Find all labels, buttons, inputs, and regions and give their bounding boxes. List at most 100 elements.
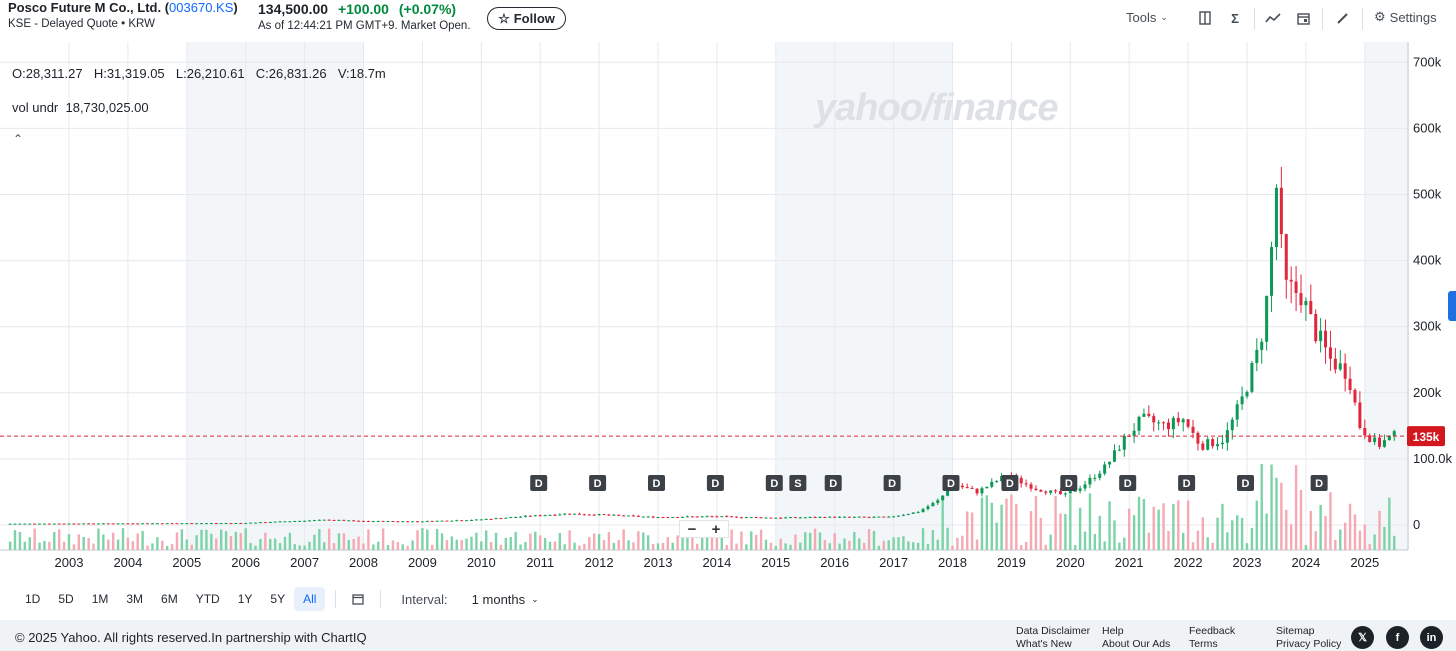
- event-marker: [589, 475, 607, 491]
- volume-bar: [254, 545, 257, 550]
- volume-bar: [1343, 522, 1347, 550]
- volume-bar: [102, 534, 105, 550]
- volume-bar: [1373, 534, 1376, 550]
- volume-bar: [1299, 489, 1303, 550]
- candle-body: [1348, 378, 1352, 390]
- volume-bar: [1265, 513, 1268, 550]
- range-6m-button[interactable]: 6M: [161, 592, 178, 606]
- range-ytd-button[interactable]: YTD: [195, 592, 220, 606]
- range-1d-button[interactable]: 1D: [25, 592, 41, 606]
- candle-body: [460, 520, 464, 522]
- candle-body: [1157, 422, 1161, 424]
- candle-body: [1068, 491, 1072, 494]
- range-all-button[interactable]: All: [294, 587, 326, 611]
- volume-bar: [234, 531, 238, 550]
- help-link[interactable]: Help: [1102, 625, 1124, 637]
- range-1m-button[interactable]: 1M: [91, 592, 109, 606]
- interval-dropdown[interactable]: 1 months ⌄: [472, 592, 539, 607]
- draw-icon[interactable]: [1333, 9, 1351, 27]
- volume-bar: [1128, 508, 1131, 550]
- year-band: [1364, 42, 1409, 550]
- sitemap-link[interactable]: Sitemap: [1276, 625, 1315, 637]
- privacy-policy-link[interactable]: Privacy Policy: [1276, 638, 1342, 650]
- range-5d-button[interactable]: 5D: [58, 592, 74, 606]
- candle-body: [273, 521, 277, 523]
- compare-icon[interactable]: [1196, 9, 1214, 27]
- candle-body: [209, 523, 213, 525]
- facebook-icon[interactable]: f: [1386, 626, 1409, 649]
- settings-button[interactable]: ⚙ Settings: [1374, 9, 1437, 25]
- range-3m-button[interactable]: 3M: [126, 592, 144, 606]
- toolbar-divider: [1254, 8, 1255, 30]
- zoom-in-button[interactable]: +: [711, 520, 721, 538]
- x-tick-label: 2007: [290, 555, 319, 570]
- collapse-panel-icon[interactable]: ⌃: [13, 132, 24, 146]
- candle-body: [587, 514, 591, 516]
- indicator-icon[interactable]: [1264, 9, 1282, 27]
- follow-button[interactable]: ☆ Follow: [487, 7, 566, 30]
- candle-body: [1034, 488, 1038, 491]
- candle-body: [386, 521, 390, 523]
- volume-bar: [1383, 526, 1386, 550]
- data-disclaimer-link[interactable]: Data Disclaimer: [1016, 625, 1091, 637]
- x-icon[interactable]: 𝕏: [1351, 626, 1374, 649]
- range-1y-button[interactable]: 1Y: [237, 592, 253, 606]
- volume-bar: [1010, 494, 1013, 550]
- candle-body: [622, 515, 626, 517]
- candle-body: [1368, 435, 1372, 443]
- candle-body: [219, 523, 223, 525]
- candle-body: [1353, 389, 1357, 403]
- candle-body: [941, 495, 945, 501]
- volume-bar: [411, 540, 414, 550]
- volume-bar: [465, 538, 468, 550]
- volume-bar: [1339, 529, 1342, 550]
- about-ads-link[interactable]: About Our Ads: [1102, 638, 1171, 650]
- x-tick-label: 2017: [879, 555, 908, 570]
- whats-new-link[interactable]: What's New: [1016, 638, 1072, 650]
- volume-bar: [1157, 509, 1160, 550]
- volume-bar: [1245, 543, 1249, 550]
- candle-body: [607, 514, 611, 516]
- candle-body: [465, 520, 469, 522]
- volume-bar: [1240, 517, 1244, 550]
- candle-body: [568, 513, 572, 515]
- candle-body: [362, 520, 365, 522]
- linkedin-icon[interactable]: in: [1420, 626, 1443, 649]
- range-5y-button[interactable]: 5Y: [270, 592, 286, 606]
- calendar-event-icon[interactable]: [1294, 9, 1312, 27]
- volume-bar: [902, 536, 905, 550]
- candle-body: [1265, 295, 1269, 342]
- candle-body: [1103, 464, 1107, 474]
- candle-body: [18, 523, 22, 525]
- zoom-out-button[interactable]: −: [687, 520, 697, 538]
- terms-link[interactable]: Terms: [1189, 638, 1218, 650]
- candle-body: [141, 523, 145, 525]
- feedback-link[interactable]: Feedback: [1189, 625, 1236, 637]
- expand-panel-tab[interactable]: [1448, 291, 1456, 321]
- volume-bar: [961, 535, 964, 550]
- candle-body: [1304, 301, 1308, 306]
- volume-bar: [573, 542, 576, 550]
- candle-body: [1260, 341, 1264, 350]
- candle-body: [867, 516, 871, 518]
- candle-body: [617, 514, 621, 516]
- volume-bar: [936, 539, 939, 550]
- price-chart[interactable]: 700k 600k 500k 400k 300k 200k 100.0k 0 2003 2004 2…: [0, 42, 1456, 578]
- volume-bar: [13, 530, 17, 550]
- volume-bar: [646, 535, 650, 550]
- ticker-link[interactable]: 003670.KS: [169, 0, 234, 15]
- volume-bar: [941, 497, 944, 550]
- volume-bar: [1334, 539, 1337, 550]
- candle-body: [415, 521, 419, 523]
- candle-body: [13, 523, 17, 525]
- volume-bar: [92, 543, 95, 550]
- tools-dropdown[interactable]: Tools ⌄: [1126, 10, 1168, 25]
- chart-canvas[interactable]: 700k 600k 500k 400k 300k 200k 100.0k 0 2003 2004 2…: [0, 42, 1456, 578]
- sigma-icon[interactable]: Σ: [1231, 10, 1239, 26]
- volume-bar: [740, 531, 743, 550]
- volume-bar: [1378, 510, 1381, 550]
- candle-body: [170, 523, 174, 525]
- calendar-icon[interactable]: [346, 587, 370, 611]
- volume-bar: [651, 543, 655, 550]
- volume-bar: [671, 542, 674, 550]
